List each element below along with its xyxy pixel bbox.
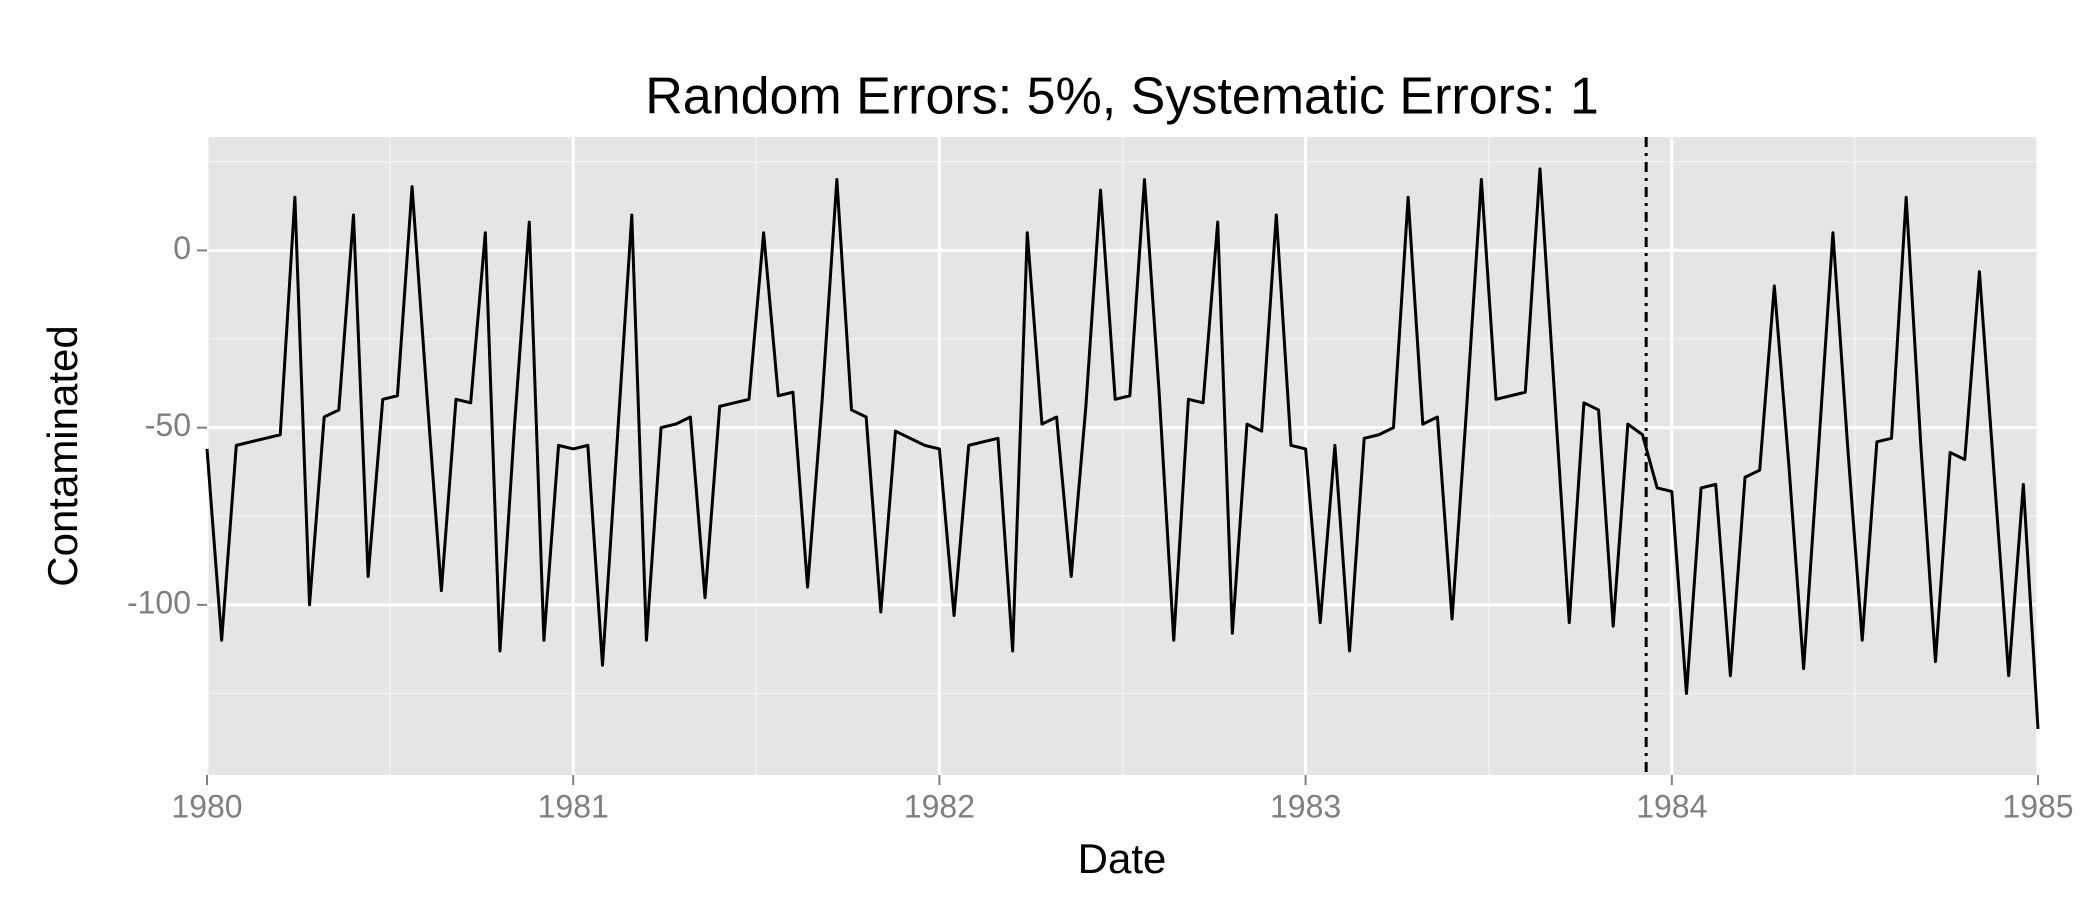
x-tick-label: 1980 bbox=[171, 788, 242, 824]
y-tick-label: -100 bbox=[127, 584, 191, 620]
chart-title: Random Errors: 5%, Systematic Errors: 1 bbox=[645, 68, 1599, 126]
x-tick-label: 1981 bbox=[538, 788, 609, 824]
x-tick-label: 1983 bbox=[1270, 788, 1341, 824]
x-tick-label: 1982 bbox=[904, 788, 975, 824]
data-line bbox=[205, 167, 2040, 730]
y-tick-label: -50 bbox=[145, 407, 191, 443]
x-axis-label: Date bbox=[1078, 835, 1167, 882]
y-tick-label: 0 bbox=[173, 230, 191, 266]
x-tick-label: 1985 bbox=[2002, 788, 2073, 824]
y-axis-label: Contaminated bbox=[39, 325, 86, 587]
x-tick-label: 1984 bbox=[1636, 788, 1707, 824]
